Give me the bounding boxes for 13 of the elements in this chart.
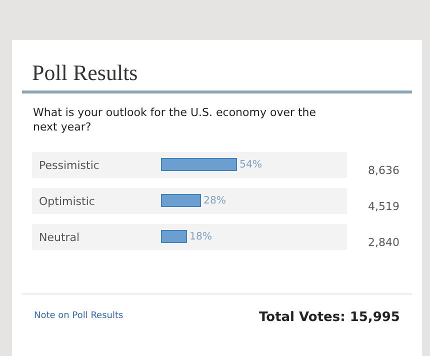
data-label: 28% [204,196,226,207]
y-tick-label: Pessimistic [39,159,100,172]
y-tick-label: Optimistic [39,195,95,208]
data-label: 54% [240,160,262,171]
data-label: 18% [190,232,212,243]
chart-title: Poll Results [32,60,138,85]
text: Note on Poll Results [34,311,124,321]
y-tick-label: Neutral [39,231,80,244]
text: 8,636 [368,164,400,177]
chart-subtitle: What is your outlook for the U.S. economy over the next year? [33,106,316,134]
text: 4,519 [368,200,400,213]
text: Total Votes: 15,995 [259,310,400,325]
text: 2,840 [368,236,400,249]
